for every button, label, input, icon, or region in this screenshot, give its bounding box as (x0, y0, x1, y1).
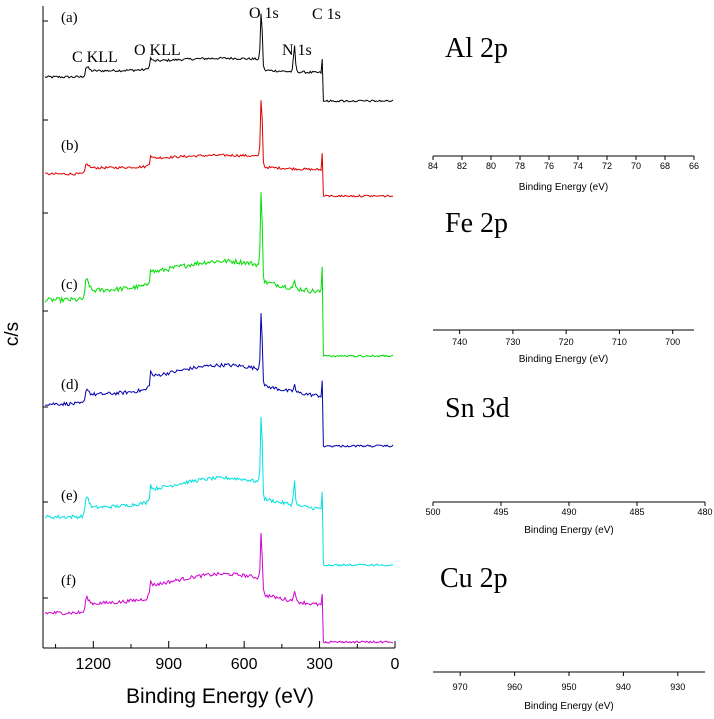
survey-x-tick-label: 300 (306, 656, 333, 673)
al2p-x-tick-label: 68 (660, 161, 670, 171)
survey-x-tick-label: 900 (155, 656, 182, 673)
fe2p-x-axis-label: Binding Energy (eV) (519, 354, 609, 365)
survey-peak-label: O KLL (134, 42, 181, 59)
al2p-x-tick-label: 66 (689, 161, 699, 171)
survey-series-label: (f) (61, 573, 76, 589)
survey-peak-label: C 1s (312, 6, 341, 23)
fe2p-x-tick-label: 730 (505, 337, 520, 347)
survey-series-line (44, 313, 394, 448)
survey-peak-label: N 1s (282, 42, 312, 59)
al2p-x-tick-label: 74 (573, 161, 583, 171)
survey-x-tick-label: 600 (231, 656, 258, 673)
survey-peak-label: O 1s (249, 5, 279, 22)
cu2p-x-axis-label: Binding Energy (eV) (524, 701, 614, 712)
al2p-x-tick-label: 78 (515, 161, 525, 171)
survey-series-label: (b) (61, 138, 79, 154)
survey-x-axis-label: Binding Energy (eV) (126, 685, 314, 708)
sn3d-x-tick-label: 480 (697, 507, 712, 517)
al2p-x-tick-label: 82 (457, 161, 467, 171)
survey-series-line (44, 416, 394, 567)
survey-series-label: (e) (61, 488, 78, 504)
survey-x-tick-label: 0 (391, 656, 400, 673)
survey-series-label: (c) (61, 277, 78, 293)
sn3d-x-tick-label: 495 (493, 507, 508, 517)
survey-series-line (44, 192, 394, 358)
survey-series-line (44, 100, 394, 198)
al2p-x-tick-label: 72 (602, 161, 612, 171)
survey-series-label: (a) (61, 10, 78, 26)
survey-series-line (44, 13, 394, 103)
fe2p-x-tick-label: 700 (665, 337, 680, 347)
cu2p-x-tick-label: 940 (616, 682, 631, 692)
al2p-x-tick-label: 80 (486, 161, 496, 171)
cu2p-x-tick-label: 970 (453, 682, 468, 692)
survey-series-label: (d) (61, 377, 79, 393)
sn3d-x-axis-label: Binding Energy (eV) (524, 525, 614, 536)
al2p-title: Al 2p (445, 33, 508, 64)
fe2p-title: Fe 2p (445, 208, 508, 239)
survey-series-line (44, 532, 394, 644)
sn3d-title: Sn 3d (445, 393, 510, 424)
fe2p-x-tick-label: 740 (452, 337, 467, 347)
al2p-x-tick-label: 70 (631, 161, 641, 171)
al2p-x-tick-label: 84 (428, 161, 438, 171)
survey-x-tick-label: 1200 (75, 656, 111, 673)
fe2p-x-tick-label: 720 (559, 337, 574, 347)
cu2p-title: Cu 2p (440, 563, 508, 594)
sn3d-x-tick-label: 500 (425, 507, 440, 517)
cu2p-x-tick-label: 960 (507, 682, 522, 692)
sn3d-x-tick-label: 485 (629, 507, 644, 517)
al2p-x-tick-label: 76 (544, 161, 554, 171)
cu2p-x-tick-label: 930 (670, 682, 685, 692)
survey-y-axis-label: c/s (2, 322, 23, 346)
al2p-x-axis-label: Binding Energy (eV) (519, 182, 609, 193)
fe2p-x-tick-label: 710 (612, 337, 627, 347)
survey-peak-label: C KLL (72, 49, 118, 66)
sn3d-x-tick-label: 490 (561, 507, 576, 517)
cu2p-x-tick-label: 950 (561, 682, 576, 692)
